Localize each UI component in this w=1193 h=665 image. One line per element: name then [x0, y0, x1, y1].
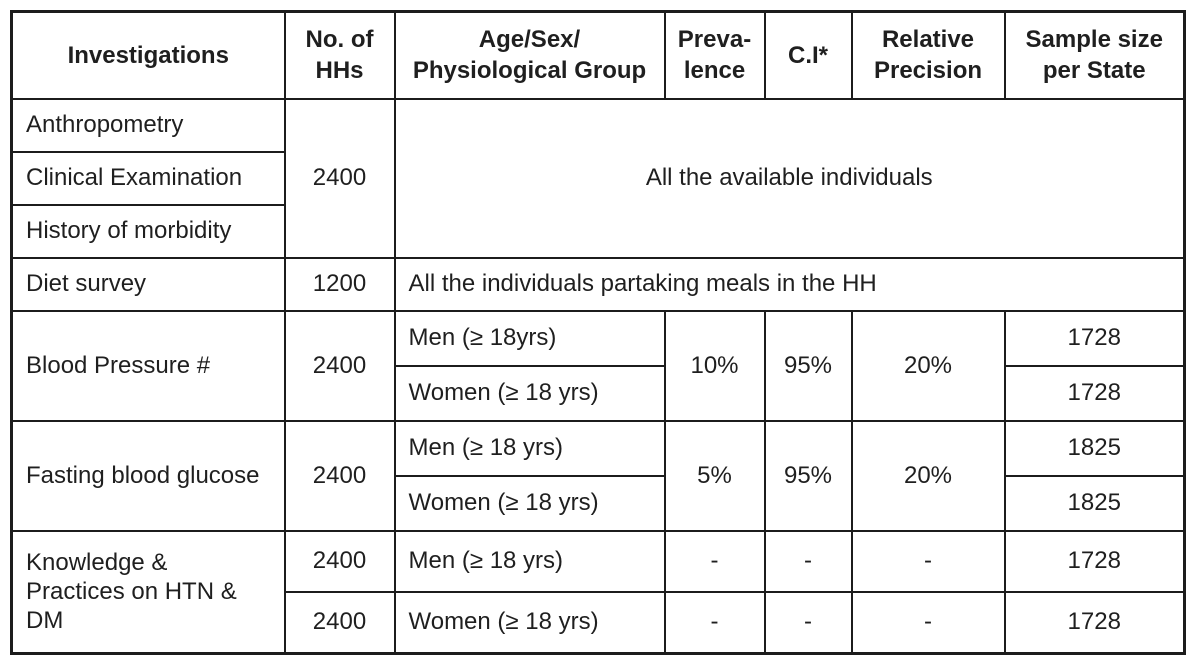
cell-group-knowledge-men: Men (≥ 18 yrs) — [393, 529, 666, 593]
header-investigations: Investigations — [10, 10, 286, 100]
cell-sample-bp-women: 1728 — [1003, 364, 1186, 422]
cell-relative-precision-knowledge-women: - — [850, 590, 1006, 655]
cell-relative-precision-knowledge-men: - — [850, 529, 1006, 593]
cell-investigation-anthropometry: Anthropometry — [10, 97, 286, 153]
cell-relative-precision-fbg: 20% — [850, 419, 1006, 532]
cell-group-fbg-men: Men (≥ 18 yrs) — [393, 419, 666, 477]
row-knowledge-women: 2400 Women (≥ 18 yrs) - - - 1728 — [12, 590, 1186, 655]
row-knowledge-men: Knowledge & Practices on HTN & DM 2400 M… — [10, 529, 1186, 655]
cell-relative-precision-bp: 20% — [850, 309, 1006, 422]
header-no-of-hhs: No. of HHs — [283, 10, 396, 100]
row-history-of-morbidity: History of morbidity — [10, 203, 1185, 259]
header-sample-size: Sample size per State — [1003, 10, 1186, 100]
row-blood-pressure-men: Blood Pressure # 2400 Men (≥ 18yrs) 10% … — [10, 309, 1186, 422]
cell-prevalence-knowledge-women: - — [663, 590, 766, 655]
cell-coverage-diet: All the individuals partaking meals in t… — [393, 256, 1186, 312]
cell-prevalence-bp: 10% — [663, 309, 766, 422]
cell-sample-fbg-men: 1825 — [1003, 419, 1186, 477]
cell-investigation-history: History of morbidity — [10, 203, 286, 259]
row-fasting-glucose-men: Fasting blood glucose 2400 Men (≥ 18 yrs… — [10, 419, 1186, 532]
header-row: Investigations No. of HHs Age/Sex/ Physi… — [10, 10, 1186, 100]
row-anthropometry: Anthropometry 2400 All the available ind… — [10, 97, 1186, 259]
cell-group-knowledge-women: Women (≥ 18 yrs) — [393, 590, 666, 655]
cell-investigation-knowledge: Knowledge & Practices on HTN & DM — [10, 529, 286, 655]
cell-investigation-fbg: Fasting blood glucose — [10, 419, 286, 532]
cell-group-fbg-women: Women (≥ 18 yrs) — [393, 474, 666, 532]
cell-coverage-all-available: All the available individuals — [393, 97, 1186, 259]
row-blood-pressure-women: Women (≥ 18 yrs) 1728 — [12, 364, 1186, 422]
cell-sample-bp-men: 1728 — [1003, 309, 1186, 367]
cell-group-bp-women: Women (≥ 18 yrs) — [393, 364, 666, 422]
cell-ci-knowledge-men: - — [763, 529, 853, 593]
header-prevalence: Preva- lence — [663, 10, 766, 100]
cell-group-bp-men: Men (≥ 18yrs) — [393, 309, 666, 367]
cell-ci-bp: 95% — [763, 309, 853, 422]
row-clinical-examination: Clinical Examination — [10, 150, 1185, 206]
cell-ci-fbg: 95% — [763, 419, 853, 532]
cell-sample-knowledge-women: 1728 — [1003, 590, 1186, 655]
cell-investigation-diet: Diet survey — [10, 256, 286, 312]
cell-prevalence-fbg: 5% — [663, 419, 766, 532]
cell-prevalence-knowledge-men: - — [663, 529, 766, 593]
cell-sample-knowledge-men: 1728 — [1003, 529, 1186, 593]
investigations-sampling-table: Investigations No. of HHs Age/Sex/ Physi… — [10, 10, 1186, 655]
cell-hhs-knowledge-men: 2400 — [283, 529, 396, 593]
cell-hhs-knowledge-women: 2400 — [283, 590, 396, 655]
cell-hhs-diet: 1200 — [283, 256, 396, 312]
cell-hhs-group1: 2400 — [283, 97, 396, 259]
header-ci: C.I* — [763, 10, 853, 100]
header-age-sex-group: Age/Sex/ Physiological Group — [393, 10, 666, 100]
cell-investigation-clinical: Clinical Examination — [10, 150, 286, 206]
header-relative-precision: Relative Precision — [850, 10, 1006, 100]
cell-hhs-bp: 2400 — [283, 309, 396, 422]
cell-hhs-fbg: 2400 — [283, 419, 396, 532]
cell-ci-knowledge-women: - — [763, 590, 853, 655]
cell-sample-fbg-women: 1825 — [1003, 474, 1186, 532]
row-diet-survey: Diet survey 1200 All the individuals par… — [10, 256, 1186, 312]
row-fasting-glucose-women: Women (≥ 18 yrs) 1825 — [12, 474, 1186, 532]
cell-investigation-bp: Blood Pressure # — [10, 309, 286, 422]
